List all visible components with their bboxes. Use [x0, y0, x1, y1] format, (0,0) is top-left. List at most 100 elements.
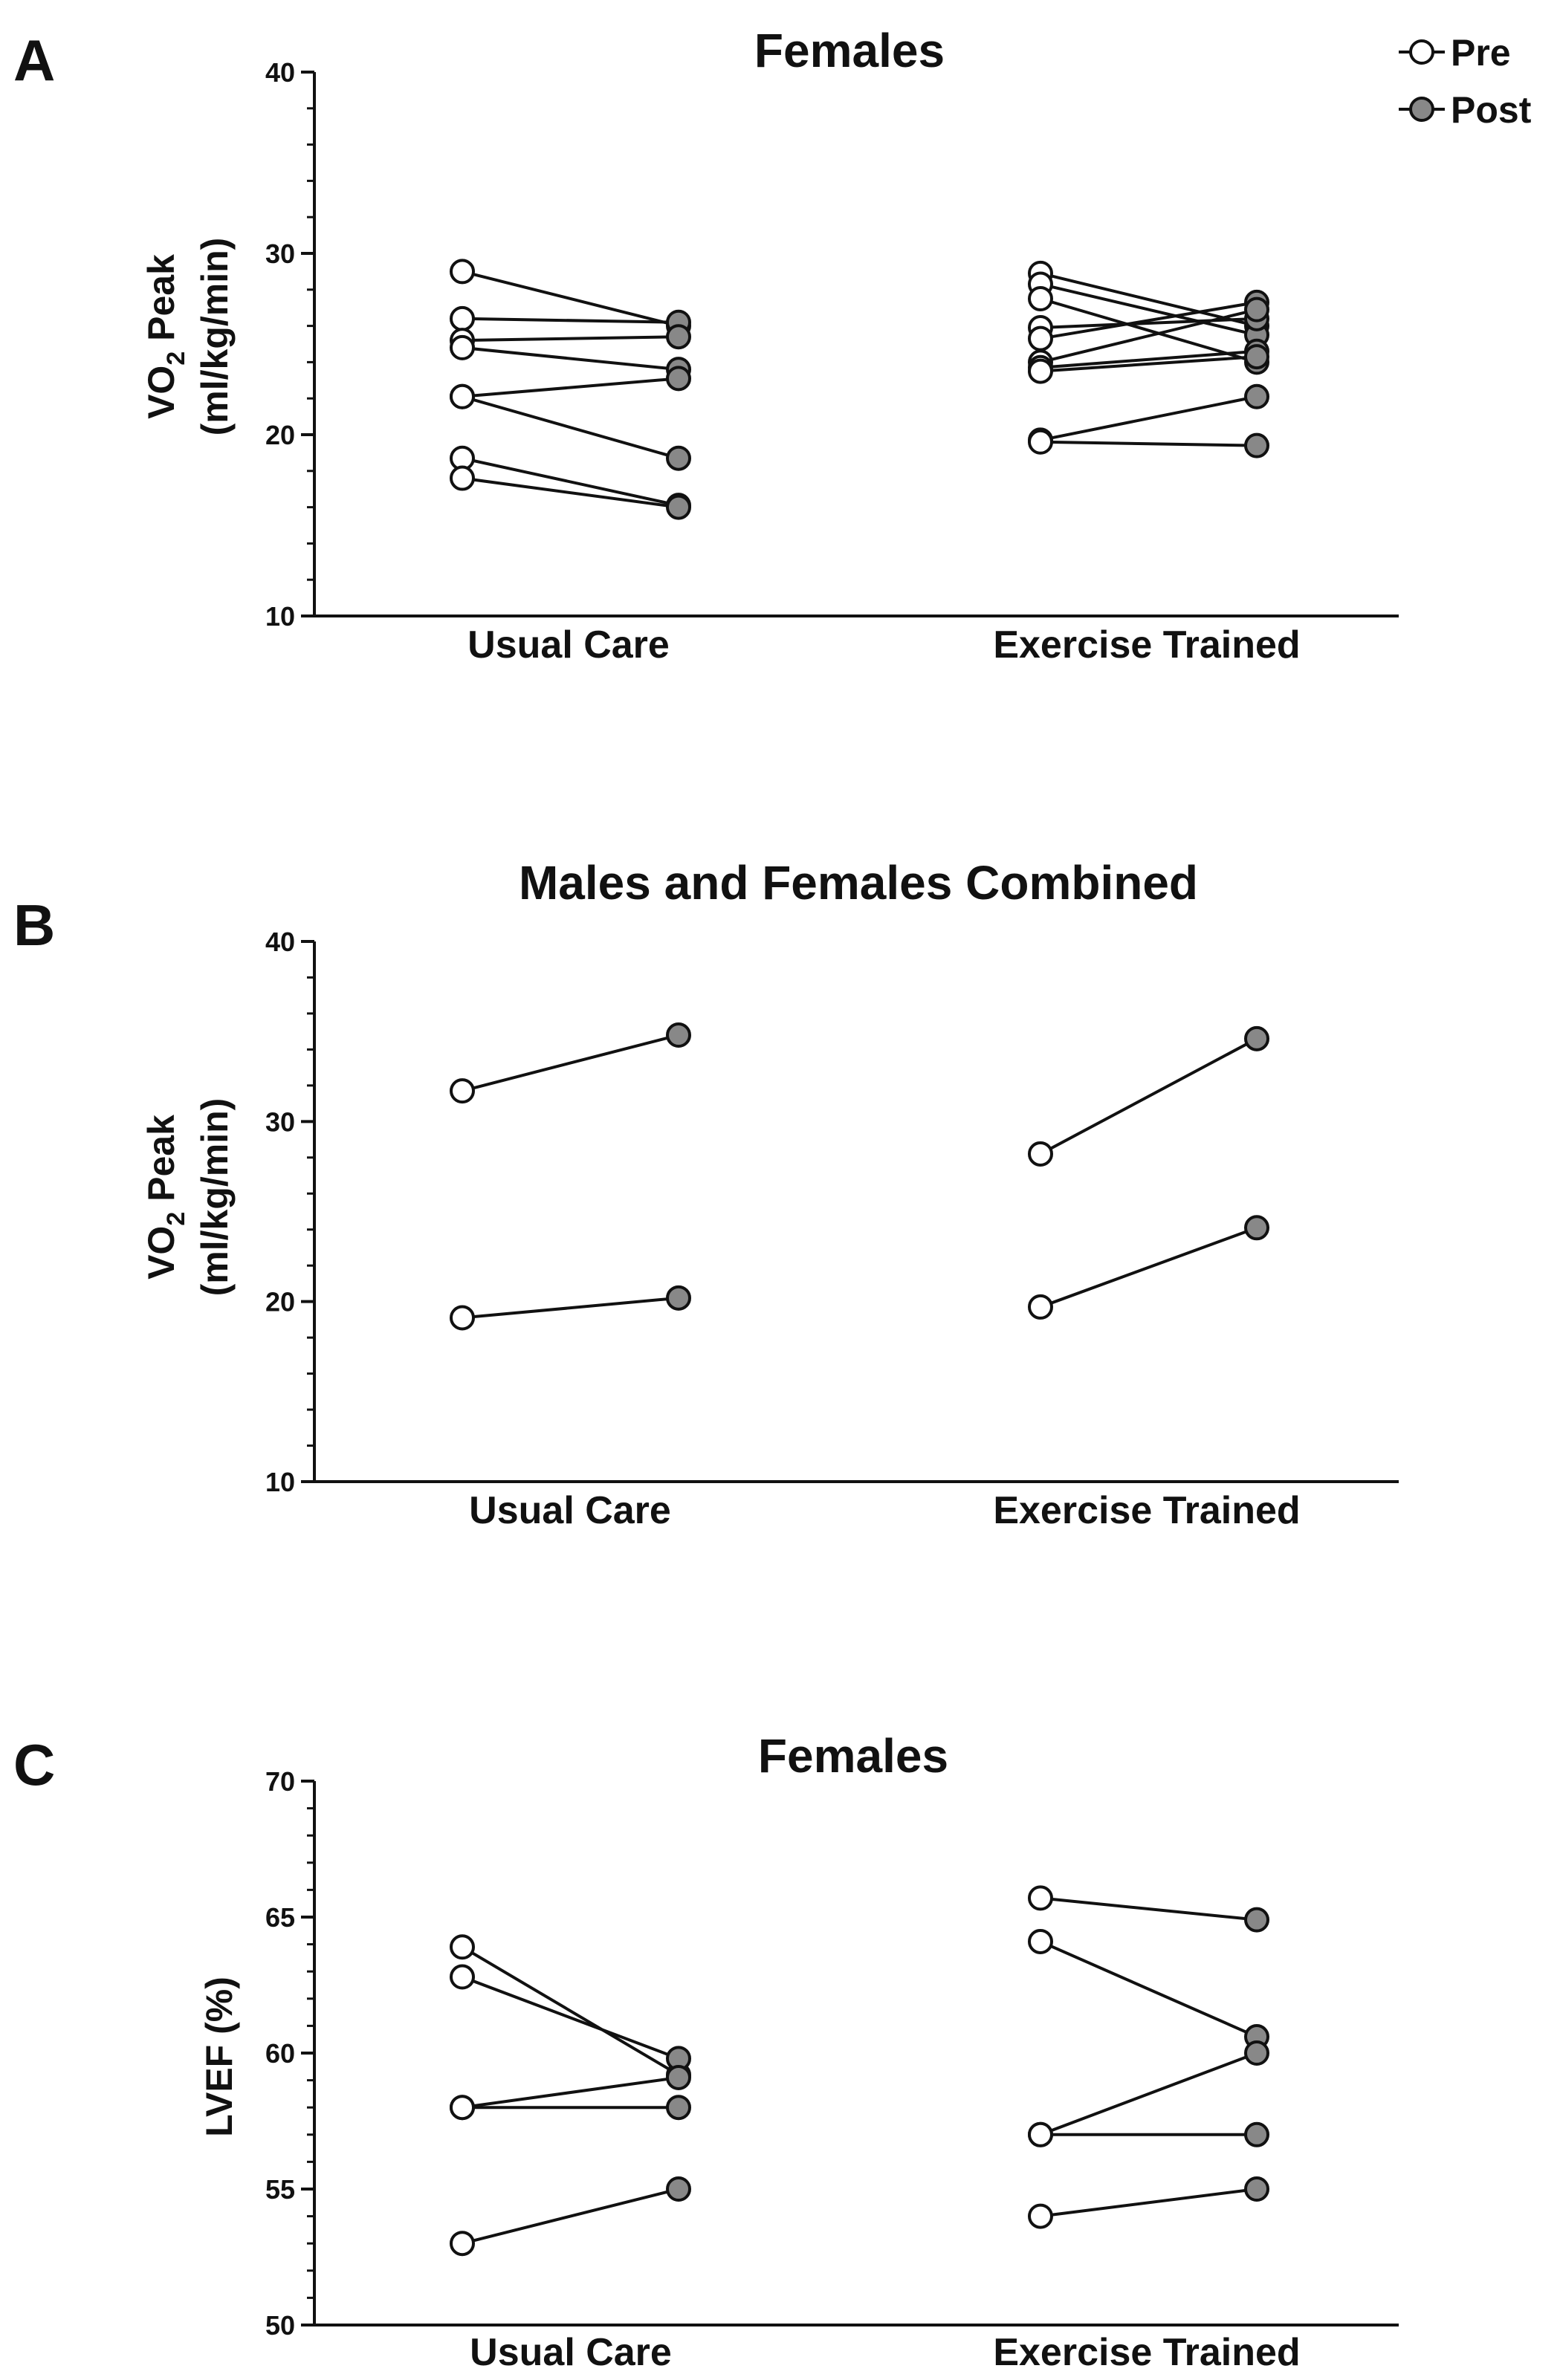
pre-point	[1028, 429, 1053, 455]
pair-line	[1040, 297, 1258, 364]
y-tick-label: 40	[265, 927, 295, 957]
pre-point	[450, 1934, 475, 1960]
pre-point	[1028, 1141, 1053, 1167]
pair-line	[1040, 355, 1258, 373]
pair-line	[1040, 300, 1258, 340]
panel-letter: C	[13, 1732, 55, 1797]
pre-point	[450, 1078, 475, 1104]
y-tick-label: 30	[265, 239, 295, 269]
post-point	[1244, 1025, 1269, 1051]
post-point	[666, 1022, 691, 1048]
post-point	[666, 1285, 691, 1311]
pre-point	[1028, 2121, 1053, 2147]
post-point	[1244, 2040, 1269, 2066]
pair-line	[462, 335, 679, 343]
panel-letter: A	[13, 27, 55, 93]
pair-line	[1040, 317, 1258, 330]
pair-line	[1040, 1037, 1258, 1155]
post-point	[1244, 432, 1269, 458]
y-axis: 10 20 30 40	[265, 57, 1399, 632]
y-tick-label: 40	[265, 57, 295, 88]
pair-line	[462, 476, 679, 509]
pair-line	[1040, 440, 1258, 447]
pre-point	[1028, 1928, 1053, 1954]
pair-line	[462, 2188, 679, 2246]
y-axis-label: VO2 Peak	[140, 1115, 190, 1280]
pair-line	[1040, 1896, 1258, 1922]
y-tick-label: 20	[265, 1287, 295, 1317]
pre-point	[1028, 325, 1053, 351]
y-tick-label: 70	[265, 1766, 295, 1797]
data-marks	[450, 259, 1269, 520]
pair-line	[462, 270, 679, 328]
y-axis-label-rest: Peak	[140, 254, 182, 351]
pre-point	[1028, 1294, 1053, 1320]
y-axis: 50 55 60 65 70	[265, 1766, 1399, 2341]
legend-pre-marker	[1409, 39, 1434, 65]
pair-line	[1040, 2188, 1258, 2218]
y-tick-label: 55	[265, 2174, 295, 2205]
post-point	[1244, 1215, 1269, 1241]
post-point	[666, 2064, 691, 2090]
legend-post-label: Post	[1451, 89, 1532, 131]
pre-point	[450, 2231, 475, 2257]
panel-b: B Males and Females Combined 10 20 30 40 VO…	[13, 856, 1399, 1532]
y-tick-label: 50	[265, 2310, 295, 2341]
y-tick-label: 60	[265, 2038, 295, 2069]
y-tick-label: 10	[265, 1467, 295, 1497]
pre-point	[450, 2095, 475, 2121]
y-axis: 10 20 30 40	[265, 927, 1399, 1497]
x-label-usual-care: Usual Care	[469, 1489, 671, 1532]
y-axis-label: LVEF (%)	[198, 1977, 240, 2137]
pair-line	[1040, 349, 1258, 369]
post-point	[666, 324, 691, 350]
pair-line	[461, 1945, 680, 2077]
panel-letter: B	[13, 892, 55, 958]
post-point	[1244, 296, 1269, 322]
pair-line	[462, 1034, 679, 1093]
pre-point	[450, 1964, 475, 1990]
data-marks	[450, 1022, 1269, 1331]
x-label-exercise-trained: Exercise Trained	[993, 2331, 1300, 2374]
x-label-exercise-trained: Exercise Trained	[993, 1489, 1300, 1532]
chart-title: Females	[758, 1729, 948, 1783]
y-axis-label-sub: 2	[162, 351, 190, 366]
pair-line	[462, 1296, 679, 1320]
pre-point	[450, 383, 475, 409]
pair-line	[1040, 2052, 1258, 2136]
pair-line	[462, 456, 679, 508]
x-label-usual-care: Usual Care	[467, 623, 670, 667]
y-tick-label: 65	[265, 1902, 295, 1933]
y-axis-label-rest: Peak	[140, 1115, 182, 1212]
legend: Pre Post	[1399, 32, 1532, 131]
y-tick-label: 30	[265, 1106, 295, 1137]
post-point	[666, 2095, 691, 2121]
x-label-usual-care: Usual Care	[470, 2331, 672, 2374]
pair-line	[1040, 308, 1258, 364]
post-point	[1244, 2176, 1269, 2202]
y-tick-label: 20	[265, 420, 295, 450]
pre-point	[450, 305, 475, 331]
pre-point	[450, 1305, 475, 1331]
chart-title: Males and Females Combined	[519, 856, 1198, 909]
pair-line	[462, 395, 679, 460]
y-axis-label-sub: 2	[162, 1212, 190, 1226]
y-axis-label-main: VO	[140, 366, 182, 419]
pre-point	[450, 465, 475, 491]
pre-point	[1028, 286, 1053, 311]
post-point	[1244, 1907, 1269, 1933]
pair-line	[462, 317, 679, 324]
post-point	[1244, 344, 1269, 370]
y-axis-units: (ml/kg/min)	[194, 238, 236, 436]
data-marks	[450, 1885, 1269, 2257]
pre-point	[450, 259, 475, 285]
y-axis-units: (ml/kg/min)	[194, 1098, 236, 1297]
x-label-exercise-trained: Exercise Trained	[993, 623, 1300, 667]
pair-line	[462, 2075, 679, 2110]
pair-line	[1040, 282, 1258, 337]
post-point	[666, 494, 691, 520]
pre-point	[1028, 2203, 1053, 2229]
pair-line	[1040, 1226, 1258, 1309]
